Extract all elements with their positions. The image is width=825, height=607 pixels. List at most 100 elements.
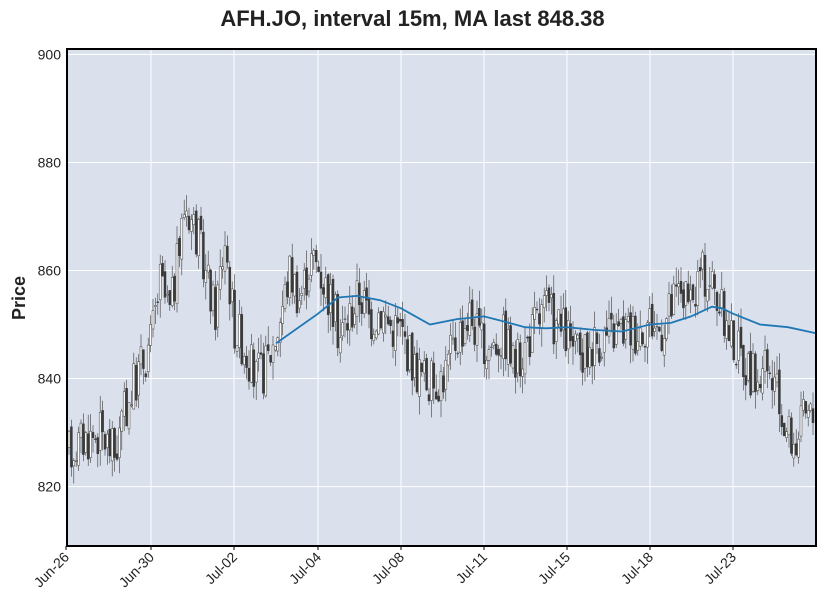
candle-body [538, 313, 541, 325]
candle-body [389, 319, 392, 326]
candle-body [682, 289, 685, 309]
candle-body [612, 323, 616, 349]
candle-body [226, 245, 229, 263]
candle-body [276, 337, 280, 352]
candle-body [434, 391, 438, 400]
candle-body [101, 410, 104, 433]
candle-body [238, 314, 241, 348]
x-tick-label: Jul-18 [618, 549, 656, 587]
candle-body [554, 320, 558, 342]
candle-body [295, 271, 299, 314]
candle-body [811, 408, 815, 423]
candle-body [98, 412, 102, 451]
candle-body [509, 325, 512, 364]
candle-body [382, 311, 385, 334]
candle-body [787, 416, 791, 436]
candle-body [427, 394, 431, 402]
candle-body [598, 348, 601, 363]
candle-body [343, 318, 347, 320]
candle-body [269, 355, 272, 363]
x-tick-label: Jul-04 [286, 549, 324, 587]
candle-body [442, 375, 445, 393]
candle-body [670, 294, 673, 317]
candle-body [257, 352, 260, 359]
candle-body [809, 403, 812, 411]
candle-body [149, 324, 152, 346]
candle-body [103, 434, 107, 450]
candle-body [336, 293, 340, 349]
candle-body [497, 348, 500, 356]
candle-body [245, 355, 248, 368]
candle-body [727, 325, 731, 341]
candle-body [770, 378, 774, 391]
candle-body [194, 210, 198, 255]
x-axis-ticks: Jun-26 Jun-30 Jul-02 Jul-04 Jul-08 Jul-11 Jul-… [31, 546, 739, 590]
candle-body [653, 327, 656, 332]
candle-body [151, 310, 155, 330]
candle-body [362, 290, 366, 314]
candle-body [274, 346, 277, 351]
x-tick-label: Jul-23 [701, 549, 739, 587]
candle-body [638, 327, 642, 347]
candle-body [82, 423, 85, 455]
candle-body [444, 359, 448, 390]
candle-body [372, 334, 376, 341]
candle-body [636, 341, 640, 351]
candle-body [526, 336, 529, 339]
candle-body [142, 349, 145, 369]
candle-body [710, 271, 714, 289]
candle-body [641, 332, 644, 345]
candle-body [108, 428, 112, 457]
candle-body [530, 314, 534, 353]
candle-body [199, 215, 203, 231]
candle-body [264, 345, 268, 397]
y-axis-label: Price [9, 276, 29, 320]
candle-body [365, 287, 368, 301]
candle-body [334, 294, 337, 322]
candle-body [468, 302, 472, 336]
candle-body [660, 334, 664, 351]
candle-body [70, 426, 73, 468]
candle-body [790, 417, 793, 454]
candle-body [216, 284, 220, 328]
candle-body [744, 375, 748, 386]
plot-area [67, 49, 816, 546]
candle-body [307, 278, 311, 292]
candle-body [394, 315, 397, 351]
candle-body [646, 322, 649, 348]
candle-body [643, 346, 647, 348]
plot-frame [66, 48, 817, 547]
candle-body [190, 219, 193, 232]
y-tick-label: 860 [38, 262, 62, 278]
candle-body [737, 330, 740, 361]
candle-body [490, 346, 493, 349]
candle-body [197, 219, 200, 257]
x-tick-label: Jul-15 [535, 549, 573, 587]
candle-body [533, 307, 536, 320]
candle-body [180, 217, 184, 260]
candle-body [569, 323, 572, 341]
candle-body [463, 328, 467, 344]
candle-body [288, 255, 292, 299]
candle-body [89, 430, 92, 458]
candle-body [797, 438, 800, 458]
candle-body [314, 250, 318, 263]
candle-body [386, 316, 390, 325]
candle-body [329, 284, 332, 313]
candle-body [506, 329, 510, 365]
candle-body [154, 305, 157, 307]
candle-body [523, 342, 527, 375]
candle-body [499, 355, 503, 357]
candle-body [557, 309, 560, 325]
candle-body [720, 289, 724, 309]
candle-body [413, 354, 416, 378]
candle-body [283, 284, 287, 309]
candle-body [156, 301, 160, 303]
candle-body [425, 358, 428, 391]
candle-body [470, 299, 474, 327]
candle-body [322, 287, 325, 295]
candle-body [254, 361, 258, 383]
candle-body [163, 271, 167, 298]
candle-body [516, 339, 520, 374]
candle-body [446, 353, 450, 366]
